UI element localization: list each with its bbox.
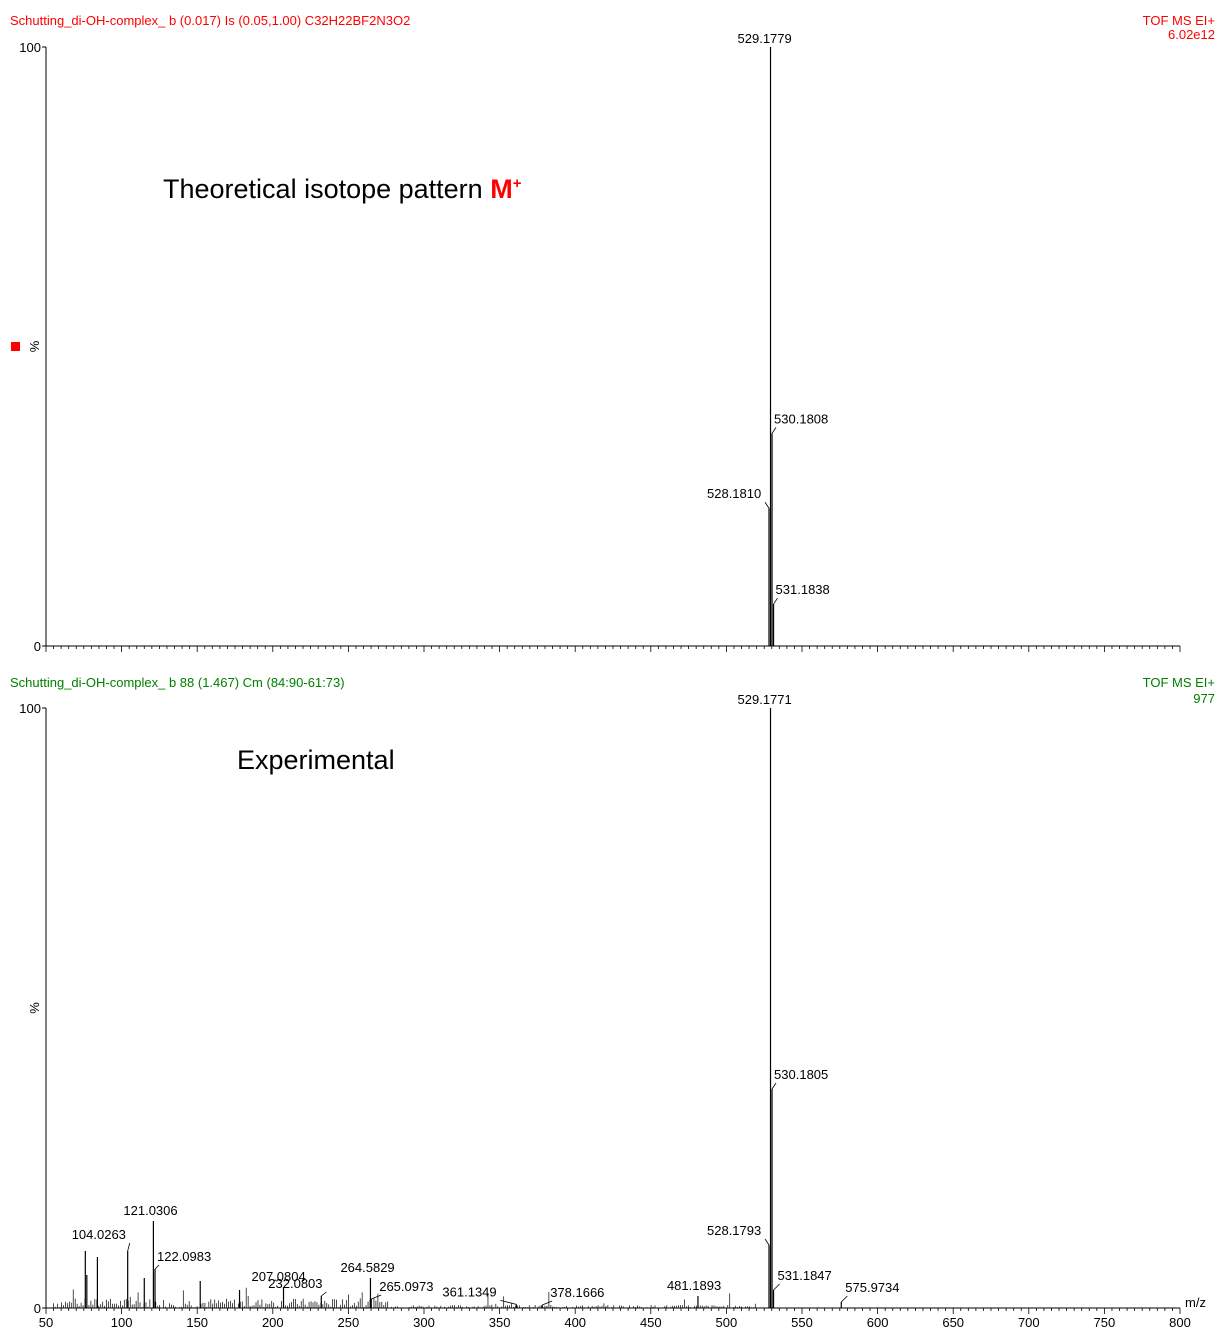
x-tick-label-1: 100 xyxy=(111,1315,133,1330)
peak-label-1-13: 361.1349 xyxy=(442,1284,496,1299)
peak-leader-1-3 xyxy=(127,1242,131,1252)
x-tick-label-10: 550 xyxy=(791,1315,813,1330)
bottom-annotation: Experimental xyxy=(237,745,395,775)
x-tick-label-14: 750 xyxy=(1094,1315,1116,1330)
peak-label-0-0: 528.1810 xyxy=(707,486,761,501)
x-tick-label-11: 600 xyxy=(867,1315,889,1330)
bottom-header-right-2: 977 xyxy=(1193,691,1215,706)
x-tick-label-5: 300 xyxy=(413,1315,435,1330)
peak-label-1-14: 378.1666 xyxy=(550,1285,604,1300)
peak-label-1-17: 529.1771 xyxy=(738,692,792,707)
peak-leader-1-14 xyxy=(542,1300,553,1306)
peak-label-1-15: 481.1893 xyxy=(667,1278,721,1293)
peak-label-0-3: 531.1838 xyxy=(776,582,830,597)
x-tick-label-9: 500 xyxy=(716,1315,738,1330)
peak-label-0-2: 530.1808 xyxy=(774,411,828,426)
peak-label-1-5: 121.0306 xyxy=(123,1203,177,1218)
x-tick-label-12: 650 xyxy=(942,1315,964,1330)
peak-leader-0-2 xyxy=(771,427,777,434)
y-tick-label-0-1: 0 xyxy=(34,639,41,654)
top-annotation-charge: + xyxy=(512,175,522,192)
x-tick-label-3: 200 xyxy=(262,1315,284,1330)
x-tick-label-8: 450 xyxy=(640,1315,662,1330)
bottom-header-right-1: TOF MS EI+ xyxy=(1142,675,1215,690)
x-tick-label-7: 400 xyxy=(564,1315,586,1330)
peak-leader-1-20 xyxy=(840,1295,848,1303)
y-axis-label-1: % xyxy=(27,1002,42,1014)
y-tick-label-1-1: 0 xyxy=(34,1301,41,1316)
peak-label-0-1: 529.1779 xyxy=(738,31,792,46)
y-tick-label-0-0: 100 xyxy=(19,40,41,55)
y-axis-label-0: % xyxy=(27,340,42,352)
top-header-right-1: TOF MS EI+ xyxy=(1142,13,1215,28)
peak-label-1-20: 575.9734 xyxy=(845,1280,899,1295)
x-tick-label-15: 800 xyxy=(1169,1315,1191,1330)
peak-leader-1-12 xyxy=(371,1294,382,1300)
x-tick-label-4: 250 xyxy=(338,1315,360,1330)
peak-label-1-9: 207.0804 xyxy=(252,1269,306,1284)
peak-label-1-12: 265.0973 xyxy=(379,1279,433,1294)
peak-label-1-10: 232.0803 xyxy=(268,1276,322,1291)
peak-leader-1-10 xyxy=(321,1291,327,1297)
x-tick-label-6: 350 xyxy=(489,1315,511,1330)
peak-leader-1-16 xyxy=(764,1238,770,1246)
peak-label-1-6: 122.0983 xyxy=(157,1249,211,1264)
y-tick-label-1-0: 100 xyxy=(19,701,41,716)
peak-label-1-18: 530.1805 xyxy=(774,1067,828,1082)
peak-label-1-3: 104.0263 xyxy=(72,1227,126,1242)
x-tick-label-13: 700 xyxy=(1018,1315,1040,1330)
peak-leader-1-13 xyxy=(500,1300,517,1305)
top-legend-marker xyxy=(11,342,20,351)
peak-leader-1-19 xyxy=(773,1283,780,1291)
x-tick-label-2: 150 xyxy=(186,1315,208,1330)
top-annotation-ion: M+ xyxy=(490,174,522,204)
x-tick-label-0: 50 xyxy=(39,1315,53,1330)
peak-label-1-19: 531.1847 xyxy=(778,1268,832,1283)
x-axis-label: m/z xyxy=(1185,1295,1206,1310)
bottom-header-left: Schutting_di-OH-complex_ b 88 (1.467) Cm… xyxy=(10,675,345,690)
top-annotation-text: Theoretical isotope pattern xyxy=(163,174,491,204)
peak-leader-0-0 xyxy=(764,502,770,509)
peak-leader-1-18 xyxy=(771,1082,777,1090)
top-annotation: Theoretical isotope pattern M+ xyxy=(163,174,521,205)
top-header-left: Schutting_di-OH-complex_ b (0.017) Is (0… xyxy=(10,13,411,28)
peak-leader-1-6 xyxy=(154,1264,160,1270)
top-header-right-2: 6.02e12 xyxy=(1168,27,1215,42)
peak-label-1-16: 528.1793 xyxy=(707,1223,761,1238)
peak-leader-0-3 xyxy=(773,597,778,605)
peak-label-1-11: 264.5829 xyxy=(340,1260,394,1275)
